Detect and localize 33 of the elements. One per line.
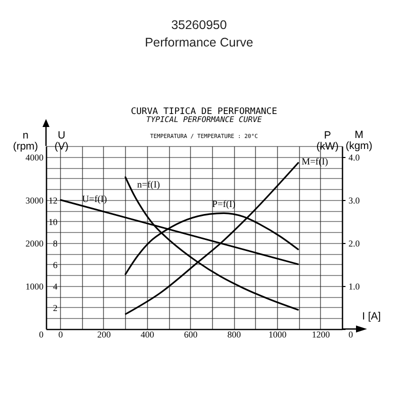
y2-tick-label: 4.0	[348, 152, 360, 162]
y-axis-title: n (rpm)	[12, 130, 38, 152]
x-axis-title: I [A]	[362, 310, 381, 322]
series-label: P=f(I)	[212, 200, 236, 210]
series-label: U=f(I)	[82, 194, 107, 205]
series-label: n=f(I)	[137, 180, 160, 191]
y3-axis-title: U (V)	[54, 130, 68, 152]
y2-tick-label: 2.0	[348, 238, 360, 248]
y3-tick-label: 10	[48, 216, 58, 227]
series-label: M=f(I)	[302, 157, 328, 168]
y2-axis-title: P (kW)	[316, 130, 339, 152]
y-tick-label: 4000	[26, 152, 44, 162]
y3-tick-label: 2	[53, 302, 58, 313]
y-tick-label: 3000	[26, 195, 44, 206]
text: CURVA TIPICA DE PERFORMANCE	[130, 107, 278, 117]
y3-tick-label: 4	[53, 281, 58, 292]
y2-tick-label: 3.0	[348, 195, 360, 206]
x-tick-label: 200	[97, 330, 112, 340]
chart-title: 35260950	[171, 18, 227, 32]
y3-tick-label: 8	[53, 238, 58, 248]
x-tick-label: 400	[140, 330, 155, 340]
x-tick-label: 1200	[312, 330, 330, 340]
y2-tick-label: 1.0	[348, 281, 360, 292]
y3-tick-label: 6	[53, 260, 58, 270]
text: M (kgm)	[346, 129, 372, 152]
y-tick-label: 2000	[26, 238, 44, 248]
chart-subtitle: Performance Curve	[144, 36, 254, 50]
x-tick-label: 0	[58, 330, 64, 340]
x-tick-label: 800	[227, 330, 242, 340]
x-tick-label: 1000	[268, 330, 287, 340]
y-tick-label: 1000	[26, 281, 44, 292]
y3-tick-label: 12	[48, 195, 58, 206]
x-tick-label: 600	[184, 330, 198, 340]
